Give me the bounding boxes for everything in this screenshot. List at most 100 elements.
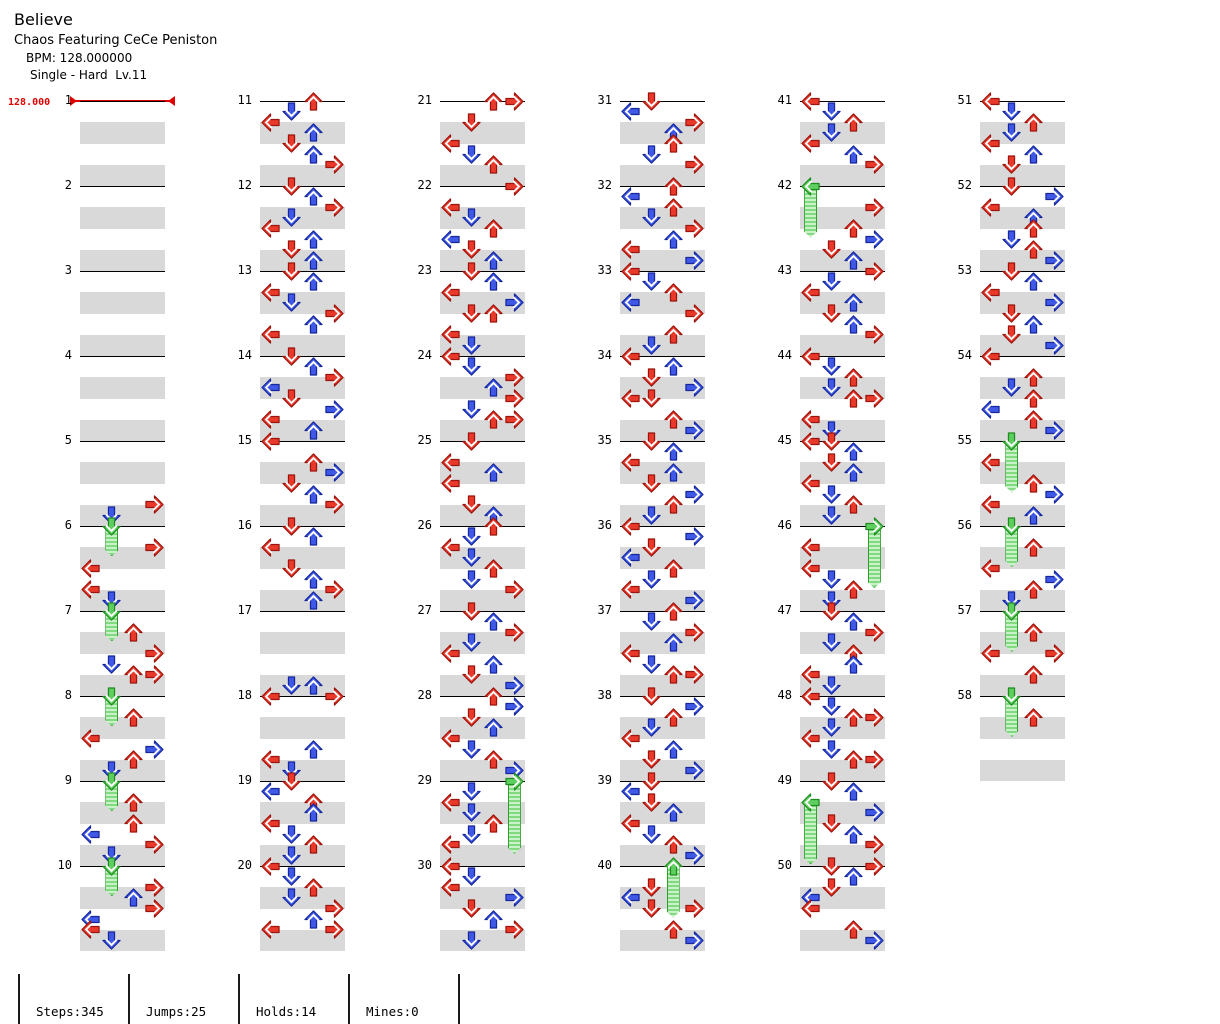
arrow-icon (843, 867, 863, 886)
beat-stripe (980, 717, 1065, 739)
measure-line (80, 611, 165, 612)
beat-stripe (980, 249, 1065, 271)
bpm-label: BPM: 128.000000 (26, 51, 133, 65)
arrow-icon (1002, 304, 1022, 323)
song-artist: Chaos Featuring CeCe Peniston (14, 33, 218, 48)
measure-number: 36 (597, 518, 612, 532)
measure-line (980, 526, 1065, 527)
arrow-icon (1023, 506, 1043, 525)
arrow-icon (843, 389, 863, 408)
arrow-icon (981, 346, 1000, 366)
measure-number: 28 (417, 688, 432, 702)
measure-number: 2 (64, 178, 72, 192)
beat-stripe (800, 589, 885, 611)
arrow-icon (462, 782, 482, 801)
arrow-icon (1023, 272, 1043, 291)
measure-number: 42 (777, 178, 792, 192)
arrow-icon (303, 803, 323, 823)
beat-stripe (440, 802, 525, 824)
measure-line (440, 611, 525, 612)
arrow-icon (483, 410, 503, 429)
hold-head-arrow-icon (801, 176, 820, 196)
difficulty-label: Single - Hard Lv.11 (30, 68, 148, 82)
stats-end-bar (458, 974, 460, 1024)
arrow-icon (685, 846, 704, 865)
arrow-icon (303, 835, 323, 854)
arrow-icon (441, 134, 460, 153)
beat-stripe (260, 207, 345, 229)
arrow-icon (303, 123, 323, 143)
arrow-icon (822, 484, 842, 504)
arrow-icon (685, 304, 704, 323)
arrow-icon (822, 676, 842, 695)
beat-stripe (260, 547, 345, 569)
measure-number: 29 (417, 773, 432, 787)
measure-number: 26 (417, 518, 432, 532)
hold-head-arrow-icon (865, 516, 884, 536)
arrow-icon (685, 623, 704, 642)
arrow-icon (123, 793, 143, 812)
arrow-icon (865, 835, 884, 854)
beat-stripe (800, 929, 885, 951)
arrow-icon (483, 272, 503, 291)
arrow-icon (505, 176, 524, 196)
beat-stripe (440, 844, 525, 866)
beat-stripe (440, 164, 525, 186)
arrow-icon (642, 569, 662, 589)
arrow-icon (1045, 644, 1064, 663)
beat-stripe (80, 632, 165, 654)
measure-line (800, 611, 885, 612)
beat-stripe (620, 249, 705, 271)
arrow-icon (621, 102, 640, 121)
arrow-icon (822, 633, 842, 653)
arrow-icon (462, 357, 482, 376)
arrow-icon (663, 739, 683, 759)
arrow-icon (505, 293, 524, 313)
arrow-icon (282, 346, 302, 366)
arrow-icon (303, 484, 323, 504)
beat-stripe (440, 122, 525, 144)
beat-stripe (260, 589, 345, 611)
arrow-icon (483, 251, 503, 270)
beat-stripe (80, 122, 165, 144)
measure-number: 56 (957, 518, 972, 532)
beat-stripe (620, 462, 705, 484)
arrow-icon (505, 920, 524, 939)
arrow-icon (663, 559, 683, 578)
measure-line (440, 696, 525, 697)
measure-line (260, 696, 345, 697)
arrow-icon (642, 686, 662, 706)
arrow-icon (642, 144, 662, 164)
beat-stripe (980, 122, 1065, 144)
bpm-marker-value: 128.000 (8, 97, 51, 108)
arrow-icon (303, 187, 323, 206)
arrow-icon (325, 198, 344, 217)
arrow-icon (1023, 144, 1043, 164)
arrow-icon (865, 325, 884, 344)
arrow-icon (462, 336, 482, 355)
measure-number: 35 (597, 433, 612, 447)
arrow-icon (123, 814, 143, 833)
beat-stripe (620, 929, 705, 951)
arrow-icon (1023, 368, 1043, 387)
arrow-icon (1002, 123, 1022, 143)
arrow-icon (621, 729, 640, 748)
measure-number: 9 (64, 773, 72, 787)
beat-stripe (980, 759, 1065, 781)
stat-group-jumps: Jumps:25 Rolls:0 (128, 974, 238, 1024)
arrow-icon (663, 410, 683, 429)
arrow-icon (462, 495, 482, 514)
arrow-icon (865, 856, 884, 876)
arrow-icon (981, 559, 1000, 578)
arrow-icon (1002, 325, 1022, 344)
arrow-icon (981, 198, 1000, 217)
measure-number: 46 (777, 518, 792, 532)
arrow-icon (843, 442, 863, 461)
arrow-icon (1023, 580, 1043, 599)
measure-number: 4 (64, 348, 72, 362)
arrow-icon (801, 346, 820, 366)
arrow-icon (865, 931, 884, 950)
arrow-icon (822, 718, 842, 738)
measure-line (80, 696, 165, 697)
